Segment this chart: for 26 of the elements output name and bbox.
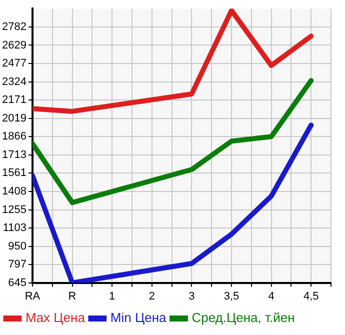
- x-tick-label: 3: [188, 290, 195, 302]
- x-tick-label: RA: [24, 290, 41, 302]
- y-tick-label: 1255: [2, 204, 26, 216]
- legend-label: Сред.Цена, т.йен: [192, 310, 295, 326]
- x-tick-label: 1: [109, 290, 116, 302]
- y-tick-label: 950: [8, 240, 26, 252]
- y-tick-label: 2629: [2, 39, 26, 52]
- y-tick-label: 1713: [2, 148, 26, 161]
- y-tick-label: 797: [8, 258, 26, 271]
- y-tick-label: 2477: [2, 57, 26, 70]
- x-tick-label: 4: [268, 290, 274, 302]
- x-tick-label: 2: [148, 290, 155, 302]
- y-tick-label: 1408: [2, 185, 26, 198]
- y-tick-label: 1561: [2, 167, 26, 180]
- y-tick-label: 1103: [2, 222, 26, 234]
- legend-label: Min Цена: [110, 310, 168, 326]
- y-tick-label: 645: [8, 276, 26, 289]
- x-tick-label: 4,5: [303, 290, 319, 302]
- x-tick-label: 3,5: [224, 290, 240, 302]
- y-tick-label: 2324: [2, 76, 26, 88]
- y-tick-label: 2782: [2, 20, 26, 33]
- y-tick-label: 1866: [2, 130, 26, 143]
- legend-label: Max Цена: [26, 310, 86, 326]
- y-tick-label: 2019: [2, 112, 26, 124]
- x-tick-label: R: [68, 290, 76, 302]
- y-tick-label: 2171: [2, 94, 26, 106]
